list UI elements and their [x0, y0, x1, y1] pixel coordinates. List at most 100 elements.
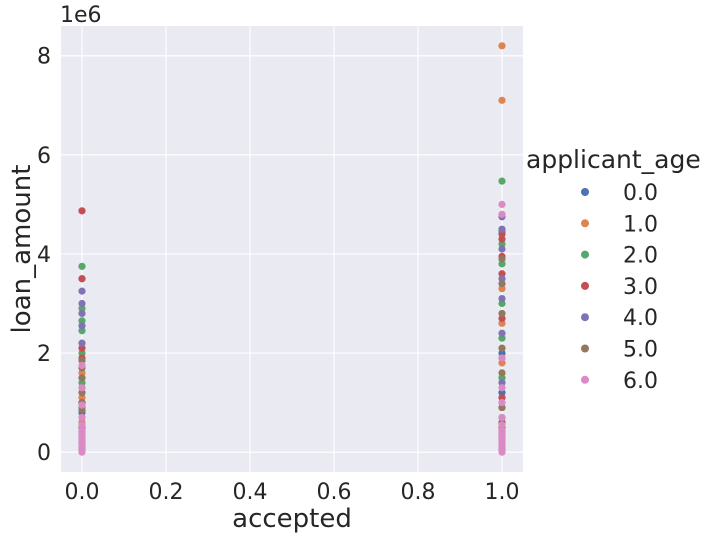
data-point	[78, 426, 86, 434]
legend-title: applicant_age	[526, 145, 701, 174]
x-tick-label: 0.6	[317, 480, 352, 505]
legend-label: 2.0	[623, 244, 658, 269]
y-tick-label: 4	[37, 243, 51, 268]
data-point	[78, 304, 86, 313]
data-point	[498, 275, 506, 283]
data-point	[78, 389, 86, 397]
legend-marker	[581, 344, 589, 353]
legend-label: 1.0	[623, 212, 658, 237]
data-point	[498, 42, 506, 50]
legend-label: 4.0	[623, 306, 658, 331]
data-point	[498, 309, 506, 318]
data-point	[78, 275, 86, 283]
legend-label: 5.0	[623, 338, 658, 363]
data-point	[78, 327, 86, 335]
data-point	[498, 413, 506, 422]
data-point	[498, 354, 506, 362]
data-point	[498, 426, 506, 434]
legend-marker	[581, 250, 589, 259]
legend: applicant_age 0.0 1.0 2.0 3.0 4.0 5.0 6.0	[526, 145, 701, 394]
data-point	[498, 235, 506, 243]
data-point	[78, 401, 86, 409]
data-point	[78, 361, 86, 370]
data-point	[498, 294, 506, 303]
y-tick-label: 2	[37, 342, 51, 367]
x-tick-label: 0.8	[401, 480, 436, 505]
data-point	[78, 339, 86, 347]
data-point	[78, 349, 86, 357]
data-point	[78, 262, 86, 270]
data-point	[498, 285, 506, 293]
data-point	[78, 322, 86, 330]
data-point	[498, 245, 506, 253]
data-point	[498, 319, 506, 327]
y-tick-label: 0	[37, 441, 51, 466]
data-point	[498, 394, 506, 402]
data-point	[498, 421, 506, 429]
x-tick-label: 0.2	[149, 480, 184, 505]
data-point	[78, 344, 86, 352]
data-point	[498, 344, 506, 352]
data-point	[498, 389, 506, 397]
legend-label: 6.0	[623, 369, 658, 394]
data-point	[78, 394, 86, 402]
legend-label: 3.0	[623, 275, 658, 300]
x-tick-label: 1.0	[485, 480, 520, 505]
y-axis-label: loan_amount	[7, 165, 37, 334]
data-point	[498, 374, 506, 382]
data-point	[498, 230, 506, 238]
data-point	[78, 421, 86, 429]
y-tick-labels: 0 2 4 6 8	[37, 45, 51, 466]
data-point	[498, 299, 506, 308]
data-point	[498, 240, 506, 248]
x-tick-labels: 0.0 0.2 0.4 0.6 0.8 1.0	[65, 480, 520, 505]
data-point	[498, 349, 506, 357]
legend-marker	[581, 313, 589, 322]
data-point	[498, 334, 506, 342]
data-point	[78, 287, 86, 295]
data-point	[78, 384, 86, 392]
data-point	[78, 299, 86, 308]
data-point	[78, 406, 86, 414]
x-tick-label: 0.0	[65, 480, 100, 505]
legend-label: 0.0	[623, 181, 658, 206]
data-point	[78, 207, 86, 215]
plot-area-background	[61, 26, 523, 472]
data-point	[498, 369, 506, 377]
data-point	[78, 413, 86, 422]
legend-marker	[581, 188, 589, 196]
data-point	[498, 314, 506, 322]
legend-marker	[581, 219, 589, 228]
data-point	[498, 270, 506, 278]
data-points	[78, 42, 506, 456]
data-point	[498, 200, 506, 208]
data-point	[498, 384, 506, 392]
data-point	[498, 280, 506, 288]
data-point	[498, 379, 506, 387]
y-tick-label: 8	[37, 45, 51, 70]
x-tick-label: 0.4	[233, 480, 268, 505]
data-point	[78, 379, 86, 387]
legend-marker	[581, 281, 589, 290]
y-offset-label: 1e6	[60, 3, 102, 28]
data-point	[498, 210, 506, 218]
data-point	[78, 374, 86, 382]
legend-entries: 0.0 1.0 2.0 3.0 4.0 5.0 6.0	[581, 181, 658, 394]
data-point	[78, 369, 86, 377]
data-point	[498, 225, 506, 233]
data-point	[498, 177, 506, 185]
data-point	[498, 399, 506, 407]
y-tick-label: 6	[37, 144, 51, 169]
data-point	[498, 96, 506, 104]
data-point	[78, 317, 86, 325]
data-point	[498, 329, 506, 337]
legend-marker	[581, 375, 589, 384]
data-point	[498, 255, 506, 263]
data-point	[498, 359, 506, 367]
data-point	[498, 403, 506, 412]
data-point	[78, 309, 86, 318]
data-point	[78, 356, 86, 365]
x-axis-label: accepted	[232, 504, 352, 534]
data-point	[498, 260, 506, 268]
